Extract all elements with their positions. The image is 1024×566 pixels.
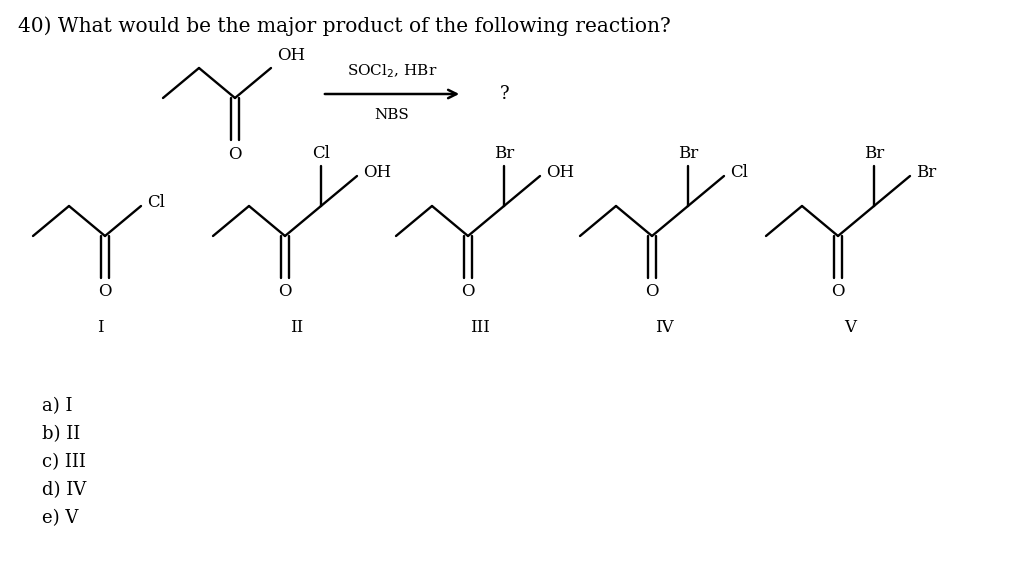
Text: III: III	[470, 319, 489, 337]
Text: Br: Br	[864, 144, 884, 161]
Text: c) III: c) III	[42, 453, 86, 471]
Text: O: O	[461, 284, 475, 301]
Text: ?: ?	[500, 85, 510, 103]
Text: Br: Br	[494, 144, 514, 161]
Text: Br: Br	[678, 144, 698, 161]
Text: Cl: Cl	[147, 194, 165, 211]
Text: O: O	[279, 284, 292, 301]
Text: NBS: NBS	[375, 108, 410, 122]
Text: Cl: Cl	[730, 164, 748, 181]
Text: V: V	[844, 319, 856, 337]
Text: a) I: a) I	[42, 397, 73, 415]
Text: Cl: Cl	[312, 144, 330, 161]
Text: d) IV: d) IV	[42, 481, 86, 499]
Text: O: O	[98, 284, 112, 301]
Text: b) II: b) II	[42, 425, 80, 443]
Text: O: O	[645, 284, 658, 301]
Text: OH: OH	[362, 164, 391, 181]
Text: Br: Br	[916, 164, 936, 181]
Text: SOCl$_2$, HBr: SOCl$_2$, HBr	[347, 62, 437, 80]
Text: IV: IV	[654, 319, 674, 337]
Text: e) V: e) V	[42, 509, 79, 527]
Text: O: O	[831, 284, 845, 301]
Text: II: II	[291, 319, 304, 337]
Text: I: I	[96, 319, 103, 337]
Text: O: O	[228, 145, 242, 162]
Text: 40) What would be the major product of the following reaction?: 40) What would be the major product of t…	[18, 16, 671, 36]
Text: OH: OH	[546, 164, 574, 181]
Text: OH: OH	[278, 46, 305, 63]
